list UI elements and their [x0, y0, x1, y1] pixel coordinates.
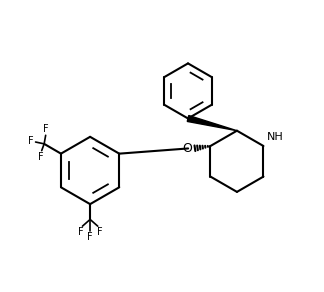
Text: F: F: [97, 227, 103, 237]
Text: F: F: [87, 232, 93, 242]
Text: F: F: [28, 136, 33, 146]
Text: F: F: [77, 227, 83, 237]
Text: NH: NH: [267, 132, 283, 142]
Text: O: O: [182, 142, 192, 155]
Polygon shape: [187, 116, 237, 131]
Text: F: F: [43, 124, 49, 134]
Text: F: F: [38, 152, 44, 161]
